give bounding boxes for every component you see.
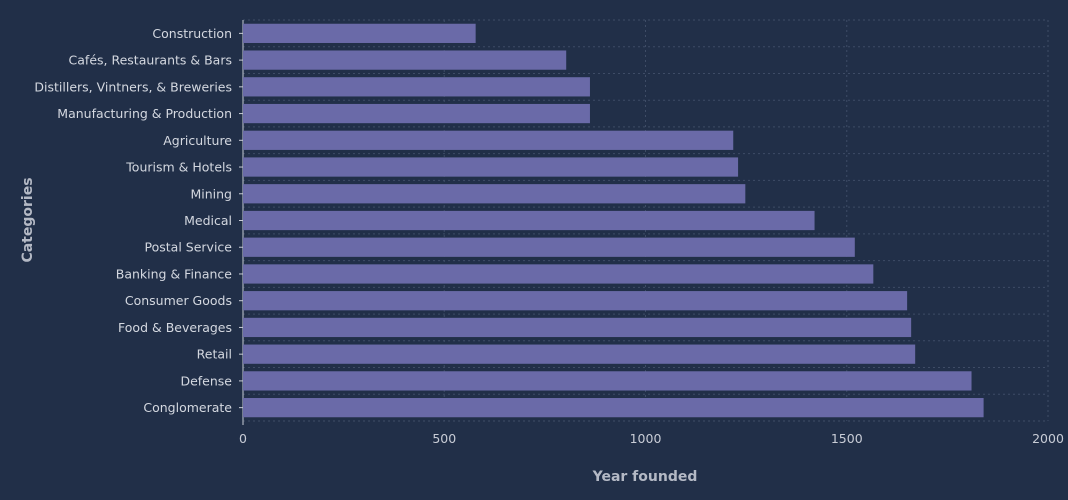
category-label: Construction <box>152 26 232 41</box>
x-tick-label: 0 <box>239 431 247 446</box>
category-label: Distillers, Vintners, & Breweries <box>34 79 232 94</box>
category-label: Food & Beverages <box>118 320 232 335</box>
category-label: Conglomerate <box>143 400 232 415</box>
category-label: Tourism & Hotels <box>125 160 232 175</box>
x-axis-title: Year founded <box>592 469 698 485</box>
category-label: Consumer Goods <box>125 293 232 308</box>
category-label: Manufacturing & Production <box>57 106 232 121</box>
grid <box>239 19 1049 425</box>
bar <box>243 237 855 257</box>
category-label: Medical <box>184 213 232 228</box>
bar <box>243 130 734 150</box>
category-labels: Construction Cafés, Restaurants & Bars Dis… <box>34 26 232 415</box>
category-label: Cafés, Restaurants & Bars <box>69 53 232 68</box>
y-axis-title: Categories <box>20 177 36 262</box>
bar <box>243 184 746 204</box>
bar <box>243 23 476 43</box>
bar <box>243 344 916 364</box>
x-tick-label: 1000 <box>630 431 662 446</box>
category-label: Mining <box>190 186 232 201</box>
bar <box>243 77 590 97</box>
bar <box>243 317 912 338</box>
category-label: Defense <box>180 373 232 388</box>
category-label: Banking & Finance <box>116 266 233 281</box>
bars <box>243 23 984 418</box>
bar <box>243 398 984 418</box>
category-label: Agriculture <box>163 133 232 148</box>
x-tick-label: 2000 <box>1032 431 1064 446</box>
bar <box>243 291 908 311</box>
x-axis-ticks: 0 500 1000 1500 2000 <box>239 431 1064 446</box>
x-tick-label: 1500 <box>831 431 863 446</box>
bar <box>243 103 590 124</box>
bar <box>243 210 815 231</box>
x-tick-label: 500 <box>432 431 456 446</box>
category-label: Postal Service <box>145 240 233 255</box>
bar <box>243 50 567 70</box>
category-label: Retail <box>197 347 232 362</box>
bar <box>243 157 739 177</box>
bar <box>243 264 874 284</box>
bar <box>243 371 972 391</box>
